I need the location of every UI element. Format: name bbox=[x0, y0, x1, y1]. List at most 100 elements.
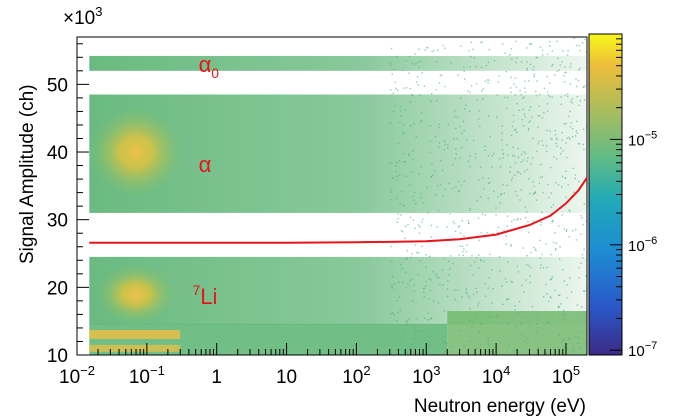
scatter-dot bbox=[398, 296, 400, 298]
scatter-dot bbox=[516, 102, 518, 105]
scatter-dot bbox=[580, 215, 582, 217]
scatter-dot bbox=[469, 66, 471, 68]
heatmap-density bbox=[88, 37, 587, 355]
scatter-dot bbox=[533, 185, 536, 187]
scatter-dot bbox=[461, 132, 463, 135]
scatter-dot bbox=[449, 268, 451, 270]
scatter-dot bbox=[568, 236, 570, 238]
scatter-dot bbox=[480, 259, 482, 262]
scatter-dot bbox=[572, 351, 575, 353]
scatter-dot bbox=[536, 56, 538, 59]
scatter-dot bbox=[457, 180, 460, 183]
scatter-dot bbox=[539, 257, 542, 259]
scatter-dot bbox=[417, 84, 419, 86]
scatter-dot bbox=[529, 106, 532, 108]
scatter-dot bbox=[555, 182, 557, 184]
scatter-dot bbox=[428, 345, 431, 347]
scatter-dot bbox=[546, 266, 548, 269]
scatter-dot bbox=[570, 122, 573, 124]
scatter-dot bbox=[542, 191, 544, 194]
scatter-dot bbox=[536, 80, 538, 82]
scatter-dot bbox=[579, 67, 581, 70]
scatter-dot bbox=[585, 275, 587, 277]
scatter-dot bbox=[432, 174, 434, 177]
scatter-dot bbox=[421, 218, 424, 220]
x-tick-label: 1 bbox=[211, 367, 222, 388]
scatter-dot bbox=[532, 137, 534, 140]
y-tick-label: 50 bbox=[47, 75, 68, 96]
scatter-dot bbox=[530, 251, 532, 254]
scatter-dot bbox=[501, 138, 503, 141]
scatter-dot bbox=[562, 318, 565, 320]
scatter-dot bbox=[527, 157, 529, 159]
scatter-dot bbox=[510, 179, 513, 181]
scatter-dot bbox=[523, 151, 526, 153]
scatter-dot bbox=[441, 169, 444, 172]
scatter-dot bbox=[418, 48, 420, 50]
scatter-dot bbox=[518, 300, 521, 303]
scatter-dot bbox=[508, 344, 510, 346]
scatter-dot bbox=[490, 316, 492, 318]
scatter-dot bbox=[573, 37, 575, 39]
scatter-dot bbox=[501, 148, 504, 151]
scatter-dot bbox=[443, 310, 445, 312]
scatter-dot bbox=[454, 298, 457, 301]
y-tick-label: 30 bbox=[47, 211, 68, 232]
scatter-dot bbox=[529, 275, 531, 277]
scatter-dot bbox=[559, 64, 561, 66]
scatter-dot bbox=[530, 163, 532, 165]
scatter-dot bbox=[513, 83, 515, 86]
scatter-dot bbox=[528, 264, 530, 267]
scatter-dot bbox=[420, 120, 423, 122]
scatter-dot bbox=[470, 41, 473, 44]
scatter-dot bbox=[454, 109, 456, 112]
scatter-dot bbox=[466, 244, 468, 246]
scatter-dot bbox=[474, 156, 477, 159]
scatter-dot bbox=[456, 289, 459, 291]
scatter-dot bbox=[495, 116, 498, 118]
scatter-dot bbox=[493, 59, 496, 62]
scatter-dot bbox=[395, 55, 398, 58]
scatter-dot bbox=[418, 173, 420, 175]
scatter-dot bbox=[403, 133, 405, 135]
scatter-dot bbox=[409, 280, 411, 282]
scatter-dot bbox=[430, 224, 433, 227]
scatter-dot bbox=[447, 280, 449, 282]
scatter-dot bbox=[399, 121, 401, 124]
scatter-dot bbox=[398, 159, 401, 162]
scatter-dot bbox=[435, 88, 437, 91]
scatter-dot bbox=[514, 162, 517, 164]
scatter-dot bbox=[542, 266, 545, 269]
scatter-dot bbox=[522, 125, 525, 127]
scatter-dot bbox=[472, 274, 474, 276]
scatter-dot bbox=[461, 296, 463, 298]
scatter-dot bbox=[493, 153, 495, 155]
scatter-dot bbox=[482, 177, 484, 179]
scatter-dot bbox=[444, 188, 446, 190]
scatter-dot bbox=[563, 310, 565, 312]
scatter-dot bbox=[526, 67, 528, 70]
scatter-dot bbox=[459, 245, 462, 247]
scatter-dot bbox=[529, 192, 531, 195]
scatter-dot bbox=[478, 331, 480, 333]
scatter-dot bbox=[566, 284, 568, 286]
scatter-dot bbox=[437, 209, 440, 212]
scatter-dot bbox=[527, 221, 529, 223]
scatter-dot bbox=[511, 177, 514, 179]
scatter-dot bbox=[546, 91, 549, 93]
scatter-dot bbox=[425, 266, 427, 269]
scatter-dot bbox=[558, 305, 560, 308]
scatter-dot bbox=[487, 155, 490, 157]
scatter-dot bbox=[585, 289, 587, 292]
scatter-dot bbox=[412, 219, 414, 221]
scatter-dot bbox=[400, 340, 402, 343]
scatter-dot bbox=[489, 253, 491, 255]
scatter-dot bbox=[498, 256, 501, 258]
scatter-dot bbox=[534, 311, 536, 313]
scatter-dot bbox=[439, 183, 442, 186]
scatter-dot bbox=[528, 178, 530, 180]
scatter-dot bbox=[524, 80, 526, 83]
scatter-dot bbox=[537, 114, 539, 117]
scatter-dot bbox=[571, 98, 574, 100]
scatter-dot bbox=[546, 293, 548, 295]
